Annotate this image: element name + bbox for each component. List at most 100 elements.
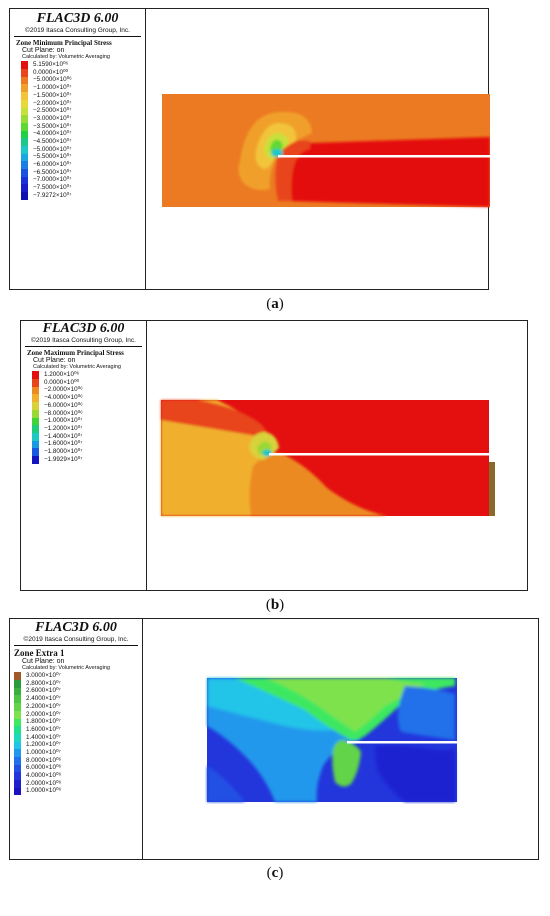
legend-label: −1.0000×10⁰⁷: [33, 84, 72, 92]
legend-swatch: [14, 780, 21, 788]
contour-plot-b: [161, 400, 495, 516]
legend-label: 1.0000×10⁰⁶: [26, 787, 62, 795]
legend-entry: 1.0000×10⁰⁶: [14, 788, 142, 796]
legend-swatch: [14, 741, 21, 750]
legend-swatch: [14, 749, 21, 757]
legend-label: 2.2000×10⁰⁷: [26, 702, 61, 710]
legend-label: −4.0000×10⁰⁶: [44, 394, 83, 402]
legend-entry: −1.4000×10⁰⁷: [32, 433, 146, 441]
panel-a: FLAC3D 6.00 ©2019 Itasca Consulting Grou…: [9, 8, 490, 290]
legend-label: 2.8000×10⁰⁷: [26, 679, 61, 687]
legend-entry: −6.0000×10⁰⁶: [32, 402, 146, 410]
legend-label: −1.6000×10⁰⁷: [44, 440, 83, 448]
legend-swatch: [32, 379, 39, 387]
contour-region: [332, 740, 361, 787]
legend-label: 8.0000×10⁰⁶: [26, 756, 62, 764]
legend-entry: −1.9929×10⁰⁷: [32, 456, 146, 464]
legend-entry: 6.0000×10⁰⁶: [14, 765, 142, 773]
legend-label: 2.0000×10⁰⁶: [26, 779, 62, 787]
legend-title: Zone Minimum Principal Stress: [16, 39, 112, 47]
legend-swatch: [14, 695, 21, 704]
legend-swatch: [32, 371, 39, 380]
legend-swatch: [32, 425, 39, 433]
legend-c: FLAC3D 6.00 ©2019 Itasca Consulting Grou…: [10, 619, 143, 859]
legend-label: −6.5000×10⁰⁷: [33, 168, 72, 176]
legend-swatch: [14, 703, 21, 711]
legend-entry: −4.0000×10⁰⁷: [21, 130, 145, 139]
legend-entry: −3.0000×10⁰⁷: [21, 115, 145, 123]
legend-entry: 0.0000×10⁰⁰: [21, 69, 145, 77]
legend-swatch: [21, 176, 28, 185]
legend-swatch: [32, 386, 39, 395]
legend-swatch: [14, 687, 21, 696]
legend-swatch: [14, 718, 21, 727]
legend-label: 0.0000×10⁰⁰: [44, 378, 79, 386]
legend-label: −3.5000×10⁰⁷: [33, 122, 72, 130]
legend-entry: 2.4000×10⁰⁷: [14, 695, 142, 704]
legend-swatch: [14, 733, 21, 742]
divider: [14, 36, 141, 37]
legend-label: −2.5000×10⁰⁷: [33, 107, 72, 115]
legend-swatch: [21, 145, 28, 154]
contour-region: [161, 400, 269, 438]
contour-region: [489, 462, 495, 516]
legend-entry: 2.8000×10⁰⁷: [14, 680, 142, 688]
legend-label: −8.0000×10⁰⁶: [44, 409, 83, 417]
caption-b: (b): [265, 597, 285, 613]
excavation-line: [269, 453, 489, 456]
legend-label: −1.5000×10⁰⁷: [33, 91, 72, 99]
legend-entry: 1.8000×10⁰⁷: [14, 718, 142, 727]
legend-label: 1.2000×10⁰⁷: [26, 741, 61, 749]
legend-entry: −5.0000×10⁰⁷: [21, 146, 145, 154]
legend-entry: 2.2000×10⁰⁷: [14, 703, 142, 711]
legend-entry: −1.0000×10⁰⁷: [32, 417, 146, 426]
legend-entry: 5.1590×10⁰⁶: [21, 61, 145, 70]
legend-entry: −7.9272×10⁰⁷: [21, 192, 145, 200]
legend-label: 2.0000×10⁰⁷: [26, 710, 61, 718]
legend-entry: 3.0000×10⁰⁷: [14, 672, 142, 681]
legend-label: 0.0000×10⁰⁰: [33, 68, 68, 76]
legend-swatch: [14, 680, 21, 688]
legend-swatch: [21, 130, 28, 139]
contour-region: [249, 453, 387, 516]
legend-swatch: [14, 756, 21, 765]
legend-label: 2.6000×10⁰⁷: [26, 687, 61, 695]
legend-label: −6.0000×10⁰⁶: [44, 401, 83, 409]
legend-swatch: [21, 122, 28, 131]
legend-swatch: [14, 672, 21, 681]
contour-plot-c: [207, 678, 459, 802]
caption-a: (a): [266, 296, 284, 312]
legend-label: 3.0000×10⁰⁷: [26, 672, 61, 680]
legend-swatch: [14, 787, 21, 796]
legend-label: −1.8000×10⁰⁷: [44, 447, 83, 455]
copyright: ©2019 Itasca Consulting Group, Inc.: [25, 27, 130, 34]
contour-region: [207, 766, 245, 802]
excavation-line: [347, 741, 459, 744]
legend-title: Zone Maximum Principal Stress: [27, 349, 124, 357]
legend-entry: −3.5000×10⁰⁷: [21, 123, 145, 131]
legend-entry: −2.0000×10⁰⁶: [32, 387, 146, 395]
legend-entry: −4.5000×10⁰⁷: [21, 138, 145, 146]
legend-label: 6.0000×10⁰⁶: [26, 764, 62, 772]
legend-swatch: [21, 161, 28, 170]
legend-swatch: [14, 710, 21, 719]
brand-title: FLAC3D 6.00: [36, 11, 119, 26]
calc-label: Calculated by: Volumetric Averaging: [22, 54, 110, 61]
contour-plot-a: [162, 94, 490, 207]
legend-swatch: [32, 402, 39, 410]
legend-entry: 1.2000×10⁰⁶: [32, 371, 146, 380]
legend-swatch: [32, 455, 39, 464]
legend-entry: 2.0000×10⁰⁷: [14, 711, 142, 719]
legend-label: −1.0000×10⁰⁷: [44, 417, 83, 425]
legend-label: −4.0000×10⁰⁷: [33, 130, 72, 138]
contour-region: [265, 678, 425, 732]
legend-label: −5.5000×10⁰⁷: [33, 153, 72, 161]
legend-label: −5.0000×10⁰⁷: [33, 145, 72, 153]
legend-entries: 5.1590×10⁰⁶ 0.0000×10⁰⁰ −5.0000×10⁰⁶ −1.000…: [21, 61, 145, 200]
legend-label: −1.2000×10⁰⁷: [44, 424, 83, 432]
divider: [25, 346, 142, 347]
legend-swatch: [21, 192, 28, 200]
legend-swatch: [32, 448, 39, 456]
legend-label: −4.5000×10⁰⁷: [33, 137, 72, 145]
legend-entry: 1.4000×10⁰⁷: [14, 734, 142, 742]
